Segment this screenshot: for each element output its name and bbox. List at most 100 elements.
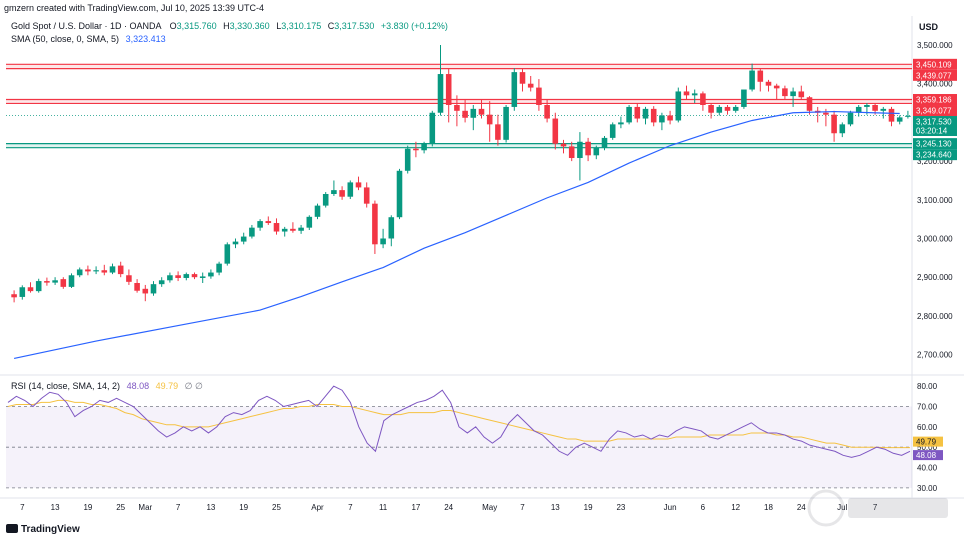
candle-body xyxy=(265,221,272,224)
candle-body xyxy=(708,105,714,113)
candle-body xyxy=(93,270,99,272)
price-tag-label: 3,359.186 xyxy=(916,96,952,105)
time-tick-label: Jun xyxy=(664,503,677,512)
candle-body xyxy=(126,275,132,282)
candle-body xyxy=(478,108,485,115)
candle-body xyxy=(634,106,641,119)
candle-body xyxy=(109,266,116,273)
price-tick-label: 3,200.000 xyxy=(917,157,953,166)
candle-body xyxy=(445,74,452,105)
price-tick-label: 2,800.000 xyxy=(917,312,953,321)
candle-body xyxy=(798,91,805,98)
candle-body xyxy=(27,287,34,292)
candle-body xyxy=(618,122,624,125)
rsi-ma-line xyxy=(7,399,911,449)
candle-body xyxy=(76,269,83,276)
support-zone-fill xyxy=(6,143,912,148)
candle-body xyxy=(896,117,903,122)
candle-body xyxy=(757,70,764,82)
time-tick-label: 17 xyxy=(411,503,420,512)
candle-body xyxy=(355,182,362,188)
candle-body xyxy=(831,114,837,134)
tradingview-brand[interactable]: TradingView xyxy=(6,524,80,535)
rsi-tick-label: 40.00 xyxy=(917,464,938,473)
price-tag-label: 3,349.077 xyxy=(916,107,952,116)
rsi-tick-label: 60.00 xyxy=(917,423,938,432)
rsi-tick-label: 30.00 xyxy=(917,484,938,493)
candle-body xyxy=(208,272,214,277)
candle-body xyxy=(519,72,526,84)
candle-body xyxy=(52,280,58,283)
rsi-tick-label: 70.00 xyxy=(917,402,938,411)
price-tag-label: 3,439.077 xyxy=(916,71,952,80)
time-tick-label: 24 xyxy=(797,503,806,512)
candle-body xyxy=(536,87,542,105)
candle-body xyxy=(577,141,583,159)
candle-body xyxy=(552,118,559,144)
candle-body xyxy=(19,287,26,297)
candle-body xyxy=(650,108,657,123)
candle-body xyxy=(224,244,231,264)
candle-body xyxy=(183,274,190,278)
high-value: 3,330.360 xyxy=(229,21,270,31)
sma-label[interactable]: SMA (50, close, 0, SMA, 5) xyxy=(11,34,120,44)
candle-body xyxy=(470,108,477,118)
price-tag-bg xyxy=(913,94,957,106)
candle-body xyxy=(716,106,723,113)
candle-body xyxy=(290,228,296,231)
candle-body xyxy=(609,124,616,138)
candle-body xyxy=(601,137,608,148)
rsi-line xyxy=(7,385,911,458)
candle-body xyxy=(454,105,460,111)
price-tick-label: 3,100.000 xyxy=(917,196,953,205)
resistance-zone-lower-fill xyxy=(6,99,912,104)
candle-body xyxy=(257,221,263,228)
candle-body xyxy=(790,91,796,97)
currency-label[interactable]: USD xyxy=(919,22,939,32)
resistance-zone-upper-fill xyxy=(6,64,912,69)
candle-body xyxy=(281,228,288,232)
candle-body xyxy=(240,236,247,242)
open-value: 3,315.760 xyxy=(176,21,217,31)
candle-body xyxy=(593,147,600,156)
candle-body xyxy=(872,105,878,111)
symbol-legend: Gold Spot / U.S. Dollar · 1D · OANDA O3,… xyxy=(11,20,448,32)
candle-body xyxy=(626,106,632,123)
time-tick-label: 23 xyxy=(616,503,625,512)
candle-body xyxy=(388,217,395,239)
candle-body xyxy=(527,83,534,88)
candle-body xyxy=(11,294,17,298)
sma-legend: SMA (50, close, 0, SMA, 5) 3,323.413 xyxy=(11,33,166,45)
candle-body xyxy=(421,143,427,151)
candle-body xyxy=(765,81,772,86)
candle-body xyxy=(404,148,411,171)
candle-body xyxy=(462,110,468,118)
time-tick-label: May xyxy=(482,503,497,512)
time-tick-label: Mar xyxy=(138,503,152,512)
time-tick-label: 13 xyxy=(206,503,215,512)
candle-body xyxy=(413,148,419,151)
candle-body xyxy=(839,124,846,134)
price-tag-bg xyxy=(913,138,957,150)
price-tag-bg xyxy=(913,116,957,137)
time-tick-label: 25 xyxy=(116,503,125,512)
candle-body xyxy=(331,190,337,194)
candle-body xyxy=(749,70,755,90)
candle-body xyxy=(117,265,124,275)
time-tick-label: 13 xyxy=(551,503,560,512)
candle-body xyxy=(429,112,436,144)
candle-body xyxy=(511,72,518,107)
rsi-label[interactable]: RSI (14, close, SMA, 14, 2) xyxy=(11,381,121,391)
candle-body xyxy=(700,93,706,105)
price-tick-label: 3,400.000 xyxy=(917,80,953,89)
rsi-ma-tag-label: 49.79 xyxy=(916,438,937,447)
candle-body xyxy=(232,241,239,245)
close-value: 3,317.530 xyxy=(334,21,375,31)
price-tag-label: 3,234.640 xyxy=(916,151,952,160)
candle-body xyxy=(585,141,591,156)
symbol-title[interactable]: Gold Spot / U.S. Dollar · 1D · OANDA xyxy=(11,21,162,31)
brand-label: TradingView xyxy=(21,524,80,535)
rsi-tag-label: 48.08 xyxy=(916,451,937,460)
candle-body xyxy=(847,112,854,125)
